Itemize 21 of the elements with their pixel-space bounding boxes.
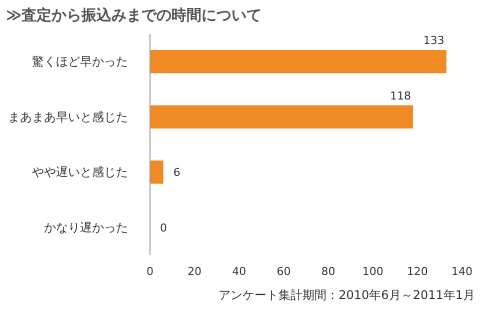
- y-tick-label: まあまあ早いと感じた: [8, 110, 128, 124]
- y-tick-label: やや遅いと感じた: [32, 165, 128, 180]
- x-tick-label: 40: [232, 265, 246, 278]
- bar: [150, 105, 413, 128]
- y-tick-label: 驚くほど早かった: [32, 54, 128, 69]
- x-tick-label: 80: [321, 265, 336, 278]
- x-tick-label: 120: [406, 265, 428, 278]
- data-label: 133: [423, 34, 444, 48]
- bar: [150, 50, 446, 74]
- chart-title: ≫査定から振込みまでの時間について: [6, 6, 262, 24]
- y-tick-label: かなり遅かった: [44, 220, 128, 234]
- text: アンケート集計期間：2010年6月～2011年1月: [218, 288, 475, 302]
- data-label: 0: [160, 221, 167, 234]
- x-tick-label: 60: [276, 265, 291, 278]
- data-label: 6: [173, 166, 180, 180]
- bar: [150, 160, 164, 184]
- data-label: 118: [390, 89, 411, 102]
- x-tick-label: 140: [452, 265, 472, 278]
- x-tick-label: 20: [188, 265, 202, 278]
- x-tick-label: 0: [146, 265, 154, 278]
- x-tick-label: 100: [362, 265, 384, 278]
